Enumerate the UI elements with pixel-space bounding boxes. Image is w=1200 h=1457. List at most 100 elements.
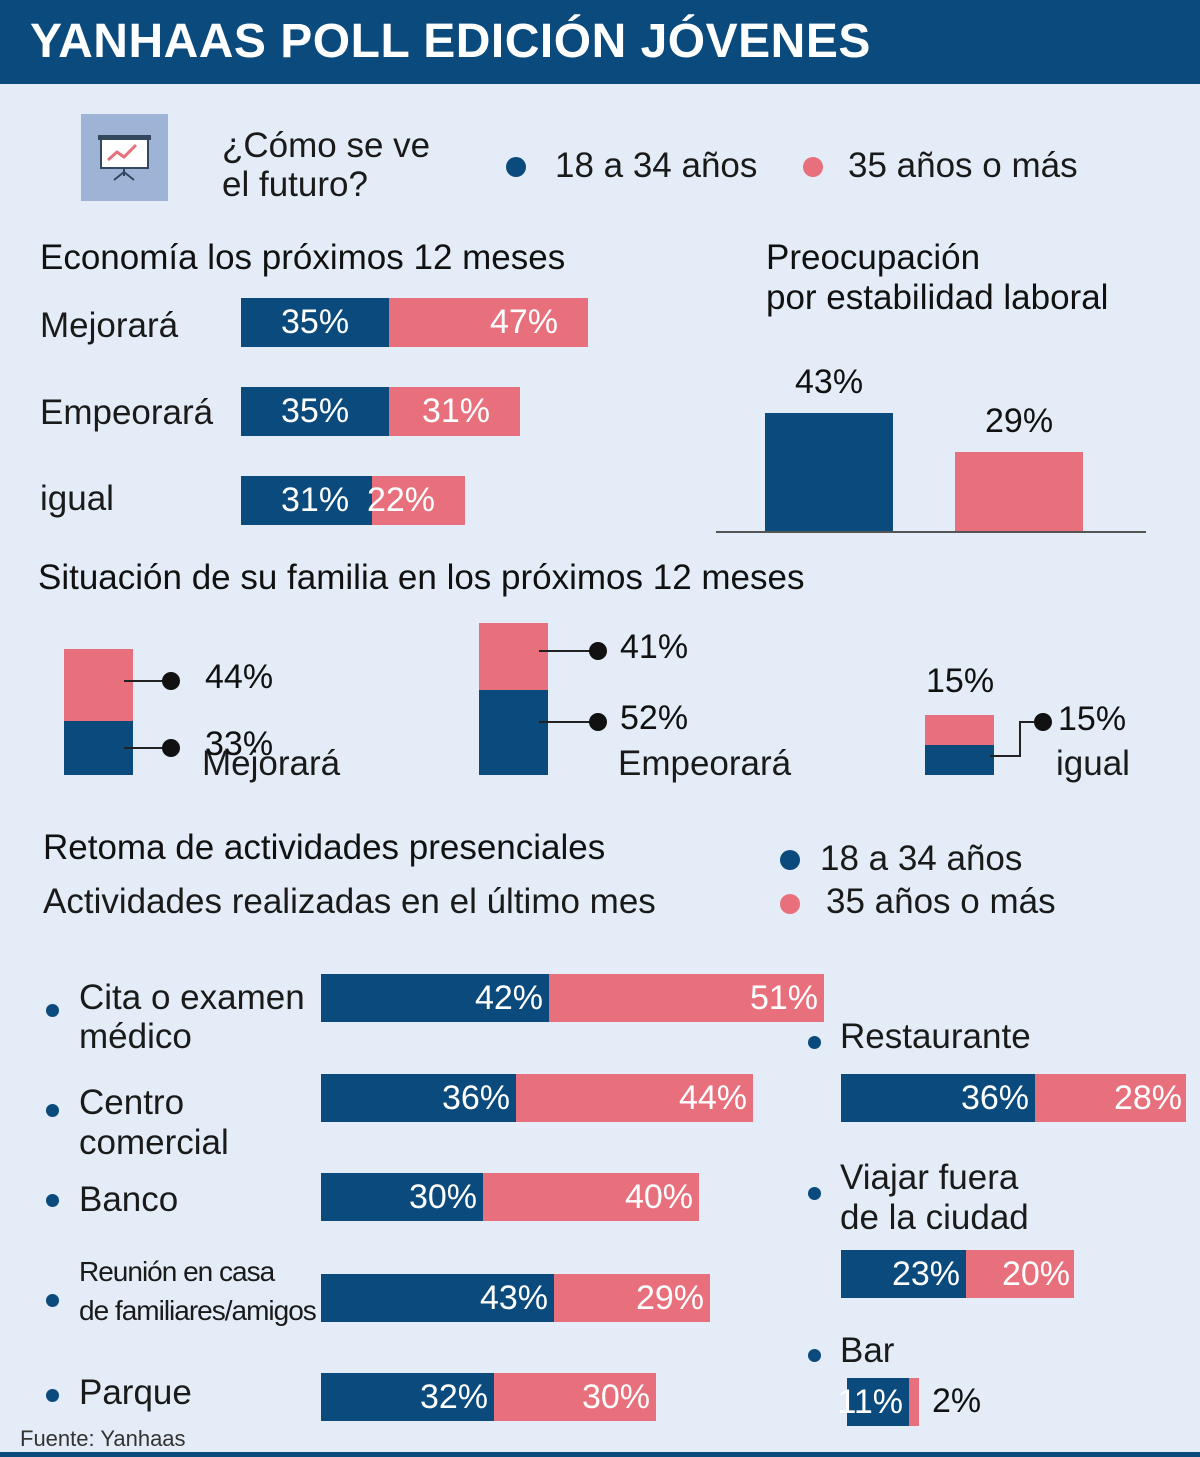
intro-question-line2: el futuro? [222,165,368,204]
activity-left-young-0-label: 42% [474,979,543,1017]
presentation-chart-icon-graphic [98,135,151,181]
economy-label-2: igual [40,479,114,518]
source-note: Fuente: Yanhaas [20,1426,186,1451]
family-category-0: Mejorará [202,744,341,783]
activity-left-old-1: 44% [516,1074,753,1122]
activity-left-old-0: 51% [549,974,824,1022]
activity-left-label-3-a: Reunión en casa [79,1256,275,1287]
family-old-bar-0 [64,649,133,721]
activity-left-bullet-0 [46,1004,59,1017]
activity-left-young-2: 30% [321,1173,483,1221]
family-young-bar-0 [64,721,133,775]
activities-subtitle: Actividades realizadas en el último mes [43,882,656,921]
legend-young-label: 18 a 34 años [555,146,758,185]
family-title: Situación de su familia en los próximos … [38,558,805,597]
page-title: YANHAAS POLL EDICIÓN JÓVENES [30,15,871,68]
activity-right-young-1: 23% [841,1250,966,1298]
economy-young-bar-1-label: 35% [281,392,350,430]
family-old-bar-1 [479,623,548,690]
activity-right-label-1-b: de la ciudad [840,1198,1029,1237]
labor-value-1: 29% [985,402,1054,440]
family-young-dot-0 [162,739,180,757]
labor-bar-0 [765,413,893,531]
activities-title: Retoma de actividades presenciales [43,828,606,867]
activity-left-young-4: 32% [321,1373,494,1421]
family-category-1: Empeorará [618,744,792,783]
family-old-dot-1 [589,642,607,660]
family-young-value-0: 33% [205,725,274,763]
family-young-bar-2 [925,745,994,775]
family-young-bar-1 [479,690,548,775]
activity-left-young-0: 42% [321,974,549,1022]
activity-right-bullet-1 [808,1187,821,1200]
activity-left-bullet-4 [46,1389,59,1402]
family-old-value-2: 15% [926,662,995,700]
economy-label-0: Mejorará [40,306,179,345]
activity-left-old-4-label: 30% [581,1378,650,1416]
family-young-leader-h2-2 [1019,721,1041,723]
economy-old-bar-0: 47% [389,298,588,347]
economy-title: Economía los próximos 12 meses [40,238,566,277]
economy-old-bar-0-label: 47% [489,303,558,341]
family-category-2: igual [1056,744,1130,783]
family-young-dot-1 [589,713,607,731]
activity-right-label-1-a: Viajar fuera [840,1158,1019,1197]
family-old-value-0: 44% [205,658,274,696]
economy-young-bar-2: 31% [241,476,372,525]
activity-left-old-3-label: 29% [635,1279,704,1317]
activity-right-old-2 [909,1378,919,1426]
economy-young-bar-1: 35% [241,387,389,436]
legend-young-dot [506,157,526,177]
header-bar [0,0,1200,84]
activity-left-label-1-a: Centro [79,1083,185,1122]
presentation-chart-icon [81,114,168,201]
labor-bar-1 [955,452,1083,531]
activity-left-label-1-b: comercial [79,1123,229,1162]
labor-value-0: 43% [795,363,864,401]
family-young-leader-0 [124,747,170,749]
activity-left-bullet-1 [46,1104,59,1117]
activity-right-bullet-2 [808,1349,821,1362]
family-young-dot-2 [1034,713,1052,731]
economy-old-bar-1: 31% [389,387,520,436]
labor-title-line1: Preocupación [766,238,981,277]
activity-left-bullet-3 [46,1294,59,1307]
activity-left-label-4-a: Parque [79,1373,192,1412]
activity-left-young-4-label: 32% [419,1378,488,1416]
activity-right-old-0-label: 28% [1113,1079,1182,1117]
activity-right-label-0-a: Restaurante [840,1017,1031,1056]
activity-left-old-2: 40% [483,1173,699,1221]
economy-old-bar-2: 22% [367,476,465,525]
activity-right-young-2-label: 11% [837,1383,903,1421]
activity-left-young-3: 43% [321,1274,554,1322]
activity-left-old-0-label: 51% [749,979,818,1017]
activity-right-old-1: 20% [966,1250,1074,1298]
activity-left-old-2-label: 40% [624,1178,693,1216]
legend-old-label: 35 años o más [848,146,1078,185]
economy-old-bar-1-label: 31% [421,392,490,430]
family-old-dot-0 [162,672,180,690]
activity-left-label-2-a: Banco [79,1180,179,1219]
footer-line [0,1452,1200,1457]
family-young-leader-h1-2 [990,755,1020,757]
activity-right-young-0-label: 36% [960,1079,1029,1117]
legend2-old-label: 35 años o más [826,882,1056,921]
intro-question-line1: ¿Cómo se ve [222,126,431,165]
family-young-value-1: 52% [620,699,689,737]
activity-left-label-0-a: Cita o examen [79,978,305,1017]
family-old-leader-1 [539,650,597,652]
family-young-value-2: 15% [1058,700,1127,738]
activity-right-young-2: 11% [837,1378,909,1426]
activity-right-bullet-0 [808,1036,821,1049]
labor-title-line2: por estabilidad laboral [766,278,1109,317]
family-old-bar-2 [925,715,994,745]
activity-right-young-0: 36% [841,1074,1035,1122]
activity-left-young-1: 36% [321,1074,516,1122]
economy-young-bar-2-label: 31% [281,481,350,519]
activity-right-young-1-label: 23% [891,1255,960,1293]
economy-label-1: Empeorará [40,393,214,432]
legend2-old-dot [780,894,800,914]
activity-right-old-1-label: 20% [1001,1255,1070,1293]
activity-left-old-3: 29% [554,1274,710,1322]
activity-left-label-0-b: médico [79,1017,192,1056]
